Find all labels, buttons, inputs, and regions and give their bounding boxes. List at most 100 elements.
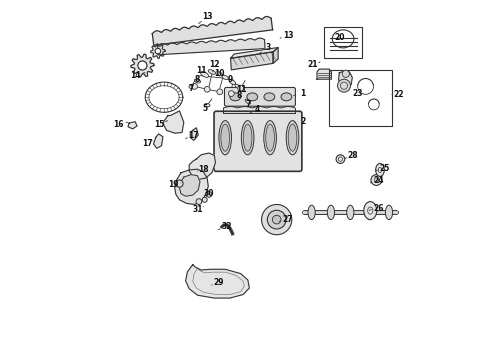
Ellipse shape xyxy=(235,84,241,89)
Text: 22: 22 xyxy=(394,90,404,99)
Text: 8: 8 xyxy=(195,76,200,85)
Circle shape xyxy=(262,204,292,235)
Text: 15: 15 xyxy=(154,120,165,129)
Ellipse shape xyxy=(216,72,222,76)
Text: 3: 3 xyxy=(266,43,271,52)
Ellipse shape xyxy=(266,124,274,151)
Ellipse shape xyxy=(204,103,210,107)
Ellipse shape xyxy=(244,124,252,151)
Polygon shape xyxy=(151,44,165,58)
Circle shape xyxy=(338,79,350,92)
Text: 24: 24 xyxy=(374,176,384,185)
Text: 14: 14 xyxy=(130,71,141,80)
Text: 9: 9 xyxy=(228,75,233,84)
Text: 11: 11 xyxy=(196,66,207,75)
Text: 8: 8 xyxy=(237,91,242,100)
Polygon shape xyxy=(189,153,216,179)
Ellipse shape xyxy=(288,124,297,151)
Circle shape xyxy=(336,155,345,163)
Polygon shape xyxy=(190,128,198,140)
Polygon shape xyxy=(231,52,273,70)
Ellipse shape xyxy=(364,202,377,220)
Circle shape xyxy=(238,85,244,91)
Ellipse shape xyxy=(229,80,236,85)
Circle shape xyxy=(176,180,183,187)
Ellipse shape xyxy=(286,121,299,155)
Ellipse shape xyxy=(222,75,228,80)
Bar xyxy=(324,27,362,58)
Polygon shape xyxy=(231,48,278,58)
Text: 25: 25 xyxy=(379,164,390,173)
Polygon shape xyxy=(175,169,208,204)
Text: 11: 11 xyxy=(236,85,246,94)
Text: 16: 16 xyxy=(113,120,123,129)
Text: 18: 18 xyxy=(198,165,209,174)
Circle shape xyxy=(204,86,210,92)
Text: 30: 30 xyxy=(204,189,214,198)
Circle shape xyxy=(272,215,281,224)
Text: 7: 7 xyxy=(246,100,251,109)
FancyBboxPatch shape xyxy=(214,111,302,171)
Circle shape xyxy=(268,210,286,229)
Text: 26: 26 xyxy=(373,204,384,212)
Text: 13: 13 xyxy=(283,31,294,40)
Bar xyxy=(328,70,392,126)
Circle shape xyxy=(196,199,202,204)
Text: 23: 23 xyxy=(352,89,363,98)
Text: 27: 27 xyxy=(282,215,293,224)
Text: 19: 19 xyxy=(168,180,178,189)
Polygon shape xyxy=(317,69,331,79)
Ellipse shape xyxy=(189,85,195,89)
Ellipse shape xyxy=(242,121,254,155)
Text: 31: 31 xyxy=(192,205,203,214)
Text: 5: 5 xyxy=(203,104,208,112)
Ellipse shape xyxy=(264,121,276,155)
Circle shape xyxy=(342,70,349,77)
Ellipse shape xyxy=(376,163,384,176)
Polygon shape xyxy=(153,134,163,148)
Ellipse shape xyxy=(308,205,315,220)
Polygon shape xyxy=(186,265,249,298)
Polygon shape xyxy=(131,54,154,77)
Ellipse shape xyxy=(327,205,335,220)
Circle shape xyxy=(155,48,161,54)
Ellipse shape xyxy=(245,99,250,104)
Polygon shape xyxy=(163,111,184,133)
Ellipse shape xyxy=(247,93,258,101)
Polygon shape xyxy=(273,48,278,63)
Ellipse shape xyxy=(281,93,292,101)
Text: 28: 28 xyxy=(348,151,358,160)
Text: 10: 10 xyxy=(215,68,225,77)
Ellipse shape xyxy=(371,175,382,185)
Text: 21: 21 xyxy=(307,60,318,69)
Polygon shape xyxy=(339,71,352,87)
Text: 29: 29 xyxy=(214,278,224,287)
Ellipse shape xyxy=(200,72,209,77)
Text: 12: 12 xyxy=(209,60,220,69)
Polygon shape xyxy=(158,38,265,55)
Text: 7: 7 xyxy=(188,84,194,93)
Circle shape xyxy=(206,192,212,197)
Ellipse shape xyxy=(264,93,275,101)
Ellipse shape xyxy=(366,205,373,220)
Text: 4: 4 xyxy=(255,105,260,114)
Ellipse shape xyxy=(219,121,231,155)
Text: 17: 17 xyxy=(189,131,199,140)
FancyBboxPatch shape xyxy=(224,87,295,106)
Text: 1: 1 xyxy=(300,89,305,98)
Polygon shape xyxy=(152,17,272,45)
Ellipse shape xyxy=(195,79,200,83)
Circle shape xyxy=(228,91,234,96)
Text: 2: 2 xyxy=(300,117,305,126)
Circle shape xyxy=(138,61,147,70)
Circle shape xyxy=(217,89,222,95)
Polygon shape xyxy=(179,175,200,196)
Ellipse shape xyxy=(386,205,392,220)
Text: 13: 13 xyxy=(202,12,213,21)
Ellipse shape xyxy=(208,70,216,74)
Ellipse shape xyxy=(347,205,354,220)
Circle shape xyxy=(192,84,197,89)
Circle shape xyxy=(202,197,207,202)
Text: 20: 20 xyxy=(334,33,344,42)
Text: 17: 17 xyxy=(142,139,152,148)
